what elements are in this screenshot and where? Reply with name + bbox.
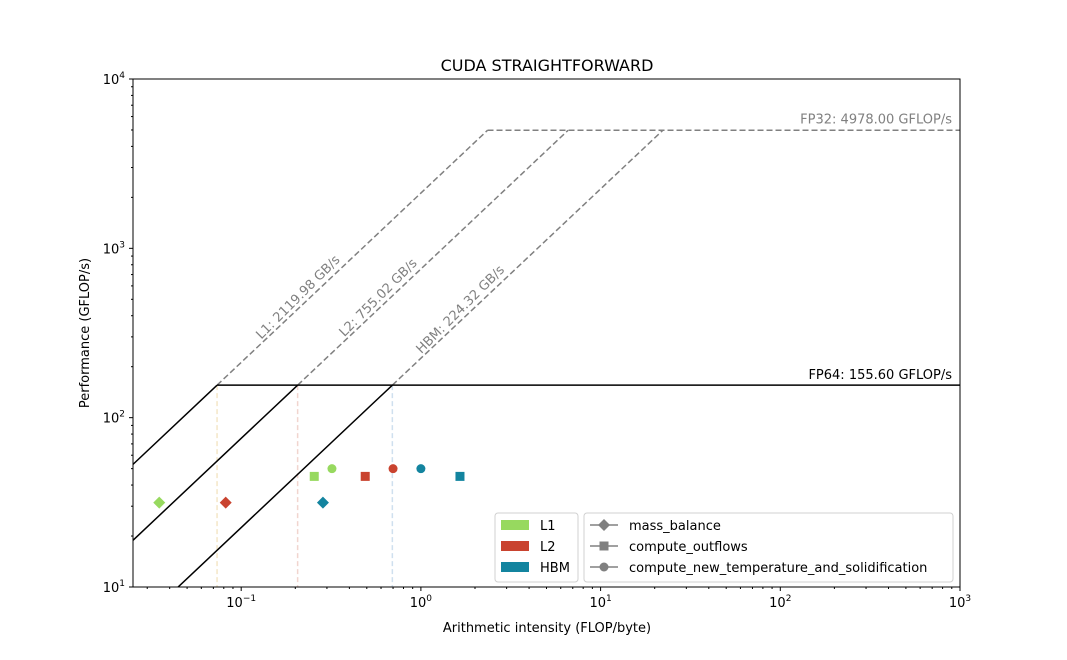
legend-swatch-l2 bbox=[501, 541, 529, 551]
x-tick-label: 101 bbox=[589, 594, 611, 611]
legend-kernel-label: compute_new_temperature_and_solidificati… bbox=[629, 561, 927, 576]
bandwidth-roof-fp32-l2 bbox=[297, 129, 569, 386]
data-point-mass-balance-hbm bbox=[316, 496, 329, 509]
y-tick-label: 104 bbox=[103, 71, 126, 88]
data-point-compute-outflows-l1 bbox=[309, 471, 319, 481]
bandwidth-roof-l1 bbox=[133, 384, 218, 465]
legend-label-l1: L1 bbox=[540, 519, 556, 534]
bandwidth-roof-fp32-l1 bbox=[216, 129, 489, 386]
legend-swatch-l1 bbox=[501, 520, 529, 530]
x-tick-label: 10−1 bbox=[226, 594, 256, 611]
legend-kernel-label: compute_outflows bbox=[629, 540, 748, 555]
bandwidth-roof-l2 bbox=[133, 384, 299, 541]
data-point-mass-balance-l1 bbox=[153, 496, 166, 509]
legend-kernels-box bbox=[583, 512, 954, 583]
x-tick-label: 102 bbox=[769, 594, 791, 611]
legend-swatch-hbm bbox=[501, 562, 529, 572]
data-point-mass-balance-l2 bbox=[219, 496, 232, 509]
legend: L1 L2 HBM mass_balance compute_outflowscompu… bbox=[494, 512, 954, 583]
data-point-compute-new-temperature-and-solidification-hbm bbox=[416, 464, 426, 474]
data-point-compute-new-temperature-and-solidification-l1 bbox=[327, 464, 337, 474]
legend-marker-diamond bbox=[598, 519, 610, 531]
bandwidth-roof-fp32-hbm bbox=[391, 129, 664, 386]
x-tick-label: 100 bbox=[410, 594, 433, 611]
y-tick-label: 101 bbox=[103, 579, 125, 596]
bandwidth-roof-hbm bbox=[177, 384, 393, 587]
legend-label-l2: L2 bbox=[540, 540, 556, 555]
legend-marker-square bbox=[599, 541, 609, 551]
data-point-compute-outflows-l2 bbox=[360, 471, 370, 481]
chart-title: CUDA STRAIGHTFORWARD bbox=[441, 56, 654, 75]
y-tick-label: 103 bbox=[103, 240, 125, 257]
fp64-ceiling-label: FP64: 155.60 GFLOP/s bbox=[808, 368, 952, 383]
x-tick-label: 103 bbox=[949, 594, 971, 611]
legend-label-hbm: HBM bbox=[540, 561, 570, 576]
data-point-compute-new-temperature-and-solidification-l2 bbox=[388, 464, 398, 474]
legend-kernel-label: mass_balance bbox=[629, 519, 721, 534]
y-tick-label: 102 bbox=[103, 410, 125, 427]
data-point-compute-outflows-hbm bbox=[455, 471, 465, 481]
plot-content bbox=[133, 129, 960, 587]
y-axis-label: Performance (GFLOP/s) bbox=[78, 258, 93, 408]
legend-marker-circle bbox=[599, 562, 609, 572]
fp32-ceiling-label: FP32: 4978.00 GFLOP/s bbox=[800, 112, 952, 127]
x-axis-label: Arithmetic intensity (FLOP/byte) bbox=[443, 621, 651, 636]
